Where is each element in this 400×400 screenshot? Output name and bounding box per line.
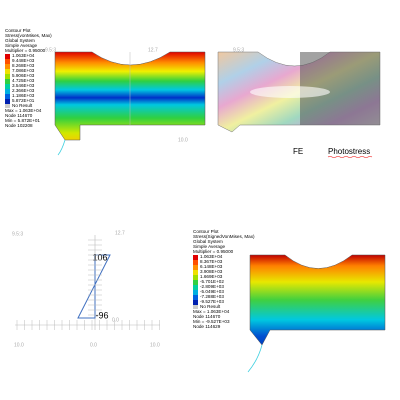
legend-line: Stress(vonMises, Max)	[5, 33, 52, 38]
spell-underline	[327, 156, 373, 158]
legend-level: -9.527E+03	[200, 299, 224, 304]
legend-level: -5.049E+03	[200, 289, 224, 294]
caption: Photostress	[328, 147, 370, 156]
legend-swatch	[5, 64, 10, 69]
legend-summary: Min = -9.527E+03	[193, 319, 230, 324]
legend-swatch	[193, 260, 198, 265]
legend-level: -2.809E+03	[200, 284, 224, 289]
legend-level: -7.288E+03	[200, 294, 224, 299]
legend-summary: Max = 1.063E+04	[193, 309, 230, 314]
legend-swatch	[193, 280, 198, 285]
axis-label: 10.0	[150, 342, 160, 348]
axis-label: 12.7	[148, 47, 158, 53]
axis-label: 10.0	[178, 137, 188, 143]
legend-level: 2.366E+03	[12, 88, 35, 93]
legend-line: Simple Average	[193, 244, 226, 249]
legend-line: Global System	[5, 38, 35, 43]
legend-swatch	[5, 94, 10, 99]
stress-profile	[77, 254, 111, 319]
legend-summary: Node 114629	[193, 324, 221, 329]
edge-curve	[57, 139, 66, 156]
legend-line: Global System	[193, 239, 223, 244]
top-right-panel: 9.5:3 FE Photostress	[217, 47, 381, 158]
legend-summary: Max = 1.063E+04	[5, 108, 42, 113]
legend-swatch	[5, 74, 10, 79]
legend-swatch	[193, 285, 198, 290]
legend-swatch	[193, 255, 198, 260]
contour-plot	[249, 254, 386, 346]
axis-label: 9.5:3	[233, 47, 244, 53]
legend-level: 5.906E+03	[12, 73, 35, 78]
caption: FE	[293, 147, 303, 156]
legend-swatch	[5, 104, 10, 108]
legend-level: 8.367E+03	[200, 259, 223, 264]
legend-line: Simple Average	[5, 43, 38, 48]
legend-summary: Node 114670	[5, 113, 33, 118]
legend-level: 1.063E+04	[200, 254, 223, 259]
legend-swatch	[193, 300, 198, 305]
legend-swatch	[5, 99, 10, 104]
annotation: -96	[95, 310, 108, 320]
annotation: 106	[92, 252, 107, 262]
legend-line: Multiplier = 0.95000	[5, 48, 46, 53]
legend-swatch	[193, 265, 198, 270]
axis-label: 10.0	[14, 342, 24, 348]
axis-label: 0.0	[90, 342, 97, 348]
legend-level: 3.546E+03	[12, 83, 35, 88]
legend-level: 7.086E+03	[12, 68, 35, 73]
legend-swatch	[193, 305, 198, 309]
legend-swatch	[193, 275, 198, 280]
legend-swatch	[193, 270, 198, 275]
axis-label: 9.5:3	[12, 231, 23, 237]
legend-summary: Node 102208	[5, 123, 33, 128]
legend-swatch	[193, 290, 198, 295]
legend-line: Contour Plot	[193, 229, 219, 234]
bottom-left-panel: 9.5:3 12.7 0.0 10.0 0.0 10.0 106 -96	[12, 230, 160, 348]
legend-swatch	[5, 54, 10, 59]
legend-level: 4.725E+03	[12, 78, 35, 83]
legend-level: 3.908E+03	[200, 269, 223, 274]
legend-summary: Node 114670	[193, 314, 221, 319]
legend-swatch	[5, 89, 10, 94]
legend-level: 9.448E+03	[12, 58, 35, 63]
legend-line: Stress(SignedVonMises, Max)	[193, 234, 255, 239]
legend-level: 1.063E+04	[12, 53, 35, 58]
edge-curve	[247, 344, 263, 373]
axis-label: 0.0	[112, 317, 119, 323]
legend-level: 1.186E+03	[12, 93, 35, 98]
legend-swatch	[5, 69, 10, 74]
legend-swatch	[193, 295, 198, 300]
bottom-right-panel	[247, 254, 386, 373]
legend-no-result: No Result	[200, 304, 221, 309]
legend-summary: Min = 5.872E+01	[5, 118, 40, 123]
legend-level: 5.872E+01	[12, 98, 35, 103]
legend-level: -5.701E+02	[200, 279, 224, 284]
fringe	[250, 86, 330, 98]
legend-level: 6.148E+03	[200, 264, 223, 269]
top-left-panel: 9.5:3 12.7 10.0	[45, 47, 206, 156]
legend-level: 1.669E+03	[200, 274, 223, 279]
legend-level: 8.268E+03	[12, 63, 35, 68]
legend-no-result: No Result	[12, 103, 33, 108]
legend-line: Multiplier = 0.95000	[193, 249, 234, 254]
legend-line: Contour Plot	[5, 28, 31, 33]
legend-swatch	[5, 59, 10, 64]
legend-swatch	[5, 84, 10, 89]
axis-label: 9.5:3	[45, 47, 56, 53]
axis-label: 12.7	[115, 230, 125, 236]
legend-swatch	[5, 79, 10, 84]
